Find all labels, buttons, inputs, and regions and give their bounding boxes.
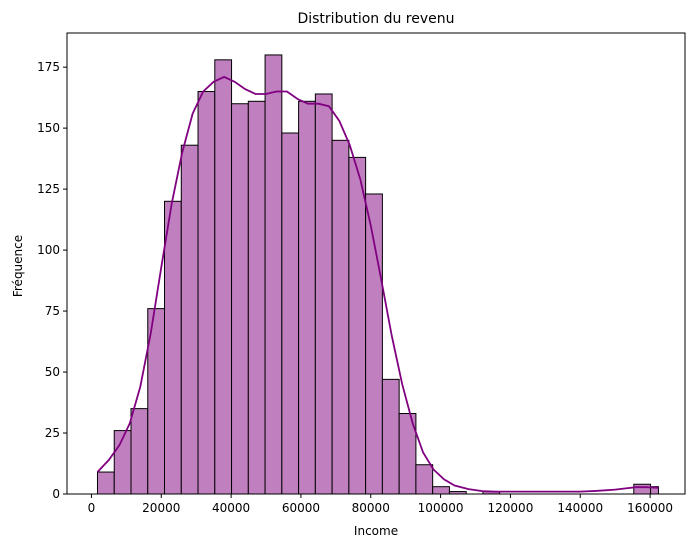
histogram-bar: [281, 132, 300, 495]
y-tick-label: 125: [37, 182, 60, 196]
histogram-bar: [264, 54, 283, 495]
histogram-bar: [633, 483, 652, 495]
x-axis-label: Income: [354, 524, 398, 538]
x-tick-label: 40000: [212, 501, 250, 515]
histogram-bar: [314, 93, 333, 495]
histogram-bar: [96, 471, 115, 495]
x-tick-label: 80000: [352, 501, 390, 515]
x-tick-label: 0: [88, 501, 96, 515]
kde-curve: [96, 75, 659, 493]
y-axis-ticks: 0 25 50 75 100 125 150 175: [37, 60, 67, 501]
x-axis-ticks: 0 20000 40000 60000 80000 100000 120000 140000 1…: [88, 494, 673, 515]
y-axis-label: Fréquence: [11, 235, 25, 297]
y-tick-label: 150: [37, 121, 60, 135]
y-tick-label: 100: [37, 243, 60, 257]
histogram-bar: [381, 378, 400, 495]
histogram-bar: [197, 91, 216, 495]
histogram-bar: [432, 486, 450, 495]
histogram-bar: [247, 100, 266, 495]
x-tick-label: 140000: [557, 501, 603, 515]
x-tick-label: 60000: [282, 501, 320, 515]
histogram-bar: [130, 408, 149, 495]
y-tick-label: 50: [45, 365, 60, 379]
plot-frame: [66, 32, 686, 495]
y-tick-label: 175: [37, 60, 60, 74]
histogram-bar: [214, 59, 233, 495]
x-tick-label: 120000: [488, 501, 534, 515]
histogram-bar: [164, 200, 182, 495]
y-tick-label: 25: [45, 426, 60, 440]
x-tick-label: 160000: [627, 501, 673, 515]
y-tick-label: 75: [45, 304, 60, 318]
histogram-bar: [415, 464, 434, 495]
x-tick-label: 100000: [418, 501, 464, 515]
histogram-bar: [231, 103, 249, 495]
histogram-bar: [348, 156, 367, 495]
y-tick-label: 0: [52, 487, 60, 501]
histogram-bar: [180, 144, 199, 495]
histogram-bar: [331, 139, 350, 495]
histogram-bar: [298, 100, 316, 495]
x-tick-label: 20000: [142, 501, 180, 515]
chart-title: Distribution du revenu: [297, 11, 454, 27]
